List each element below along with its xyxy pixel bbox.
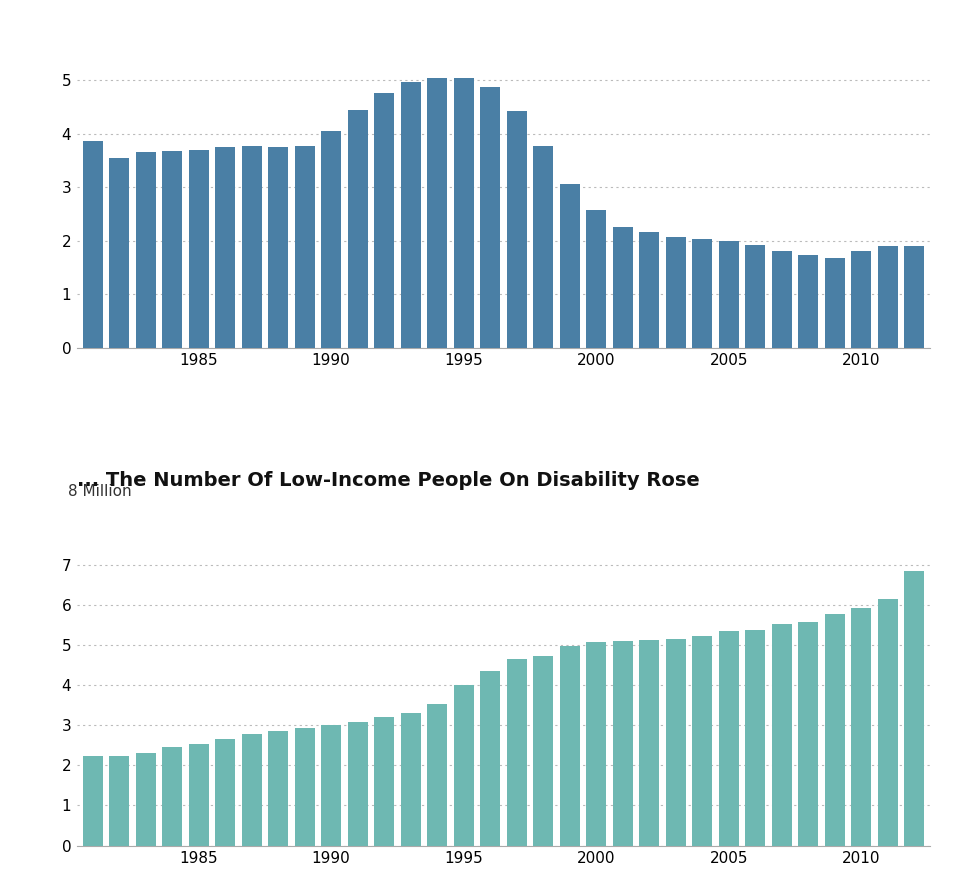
Bar — [613, 227, 633, 348]
Bar — [772, 252, 792, 348]
Bar — [269, 731, 288, 846]
Bar — [798, 622, 818, 846]
Bar — [586, 210, 606, 348]
Bar — [401, 83, 421, 348]
Bar — [348, 723, 367, 846]
Bar — [745, 245, 765, 348]
Bar — [640, 231, 659, 348]
Bar — [374, 716, 394, 846]
Bar — [162, 151, 182, 348]
Bar — [640, 640, 659, 846]
Text: 8 Million: 8 Million — [68, 483, 131, 498]
Text: 6 Million: 6 Million — [68, 0, 132, 1]
Bar — [294, 728, 315, 846]
Bar — [666, 639, 686, 846]
Bar — [586, 643, 606, 845]
Text: ... The Number Of Low-Income People On Disability Rose: ... The Number Of Low-Income People On D… — [77, 471, 699, 490]
Bar — [560, 183, 579, 348]
Bar — [613, 641, 633, 846]
Bar — [904, 247, 924, 348]
Bar — [82, 141, 103, 348]
Bar — [480, 87, 501, 348]
Bar — [294, 146, 315, 348]
Bar — [825, 258, 845, 348]
Bar — [852, 608, 872, 845]
Bar — [480, 671, 501, 846]
Bar — [825, 614, 845, 845]
Bar — [852, 252, 872, 348]
Bar — [533, 656, 553, 845]
Bar — [798, 255, 818, 348]
Bar — [135, 753, 155, 845]
Bar — [454, 685, 474, 846]
Bar — [162, 748, 182, 846]
Bar — [877, 599, 898, 846]
Bar — [135, 152, 155, 348]
Bar — [719, 631, 738, 846]
Bar — [533, 146, 553, 348]
Bar — [745, 630, 765, 846]
Bar — [109, 158, 129, 348]
Bar — [666, 237, 686, 348]
Bar — [242, 145, 262, 348]
Bar — [321, 724, 341, 845]
Bar — [506, 110, 526, 348]
Bar — [506, 659, 526, 846]
Bar — [374, 93, 394, 348]
Bar — [401, 713, 421, 845]
Bar — [215, 147, 235, 348]
Bar — [215, 739, 235, 845]
Bar — [877, 247, 898, 348]
Bar — [428, 704, 447, 846]
Bar — [428, 77, 447, 348]
Bar — [772, 624, 792, 846]
Bar — [692, 239, 713, 348]
Bar — [560, 645, 579, 846]
Bar — [692, 636, 713, 846]
Bar — [904, 570, 924, 846]
Bar — [242, 734, 262, 846]
Bar — [348, 109, 367, 348]
Bar — [189, 150, 209, 348]
Bar — [454, 77, 474, 348]
Bar — [82, 756, 103, 846]
Bar — [719, 241, 738, 348]
Bar — [189, 743, 209, 846]
Bar — [109, 756, 129, 846]
Bar — [269, 147, 288, 348]
Bar — [321, 131, 341, 348]
